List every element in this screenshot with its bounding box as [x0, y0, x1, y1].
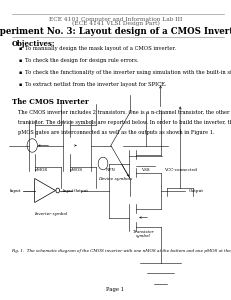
Text: (ECE 4141 VLSI Design Part): (ECE 4141 VLSI Design Part): [72, 21, 159, 26]
Text: ▪: ▪: [18, 46, 22, 51]
Text: Inverter symbol: Inverter symbol: [34, 212, 67, 215]
Text: VCC-connected: VCC-connected: [164, 168, 197, 172]
Text: To check the design for design rule errors.: To check the design for design rule erro…: [25, 58, 139, 63]
Text: Input: Input: [62, 188, 74, 193]
Text: To manually design the mask layout of a CMOS inverter.: To manually design the mask layout of a …: [25, 46, 176, 51]
Text: ▪: ▪: [18, 58, 22, 63]
Text: To extract netlist from the inverter layout for SPICE.: To extract netlist from the inverter lay…: [25, 82, 167, 87]
Text: VSS: VSS: [141, 168, 150, 172]
Text: To check the functionality of the inverter using simulation with the built-in si: To check the functionality of the invert…: [25, 70, 231, 75]
Text: nMOS: nMOS: [35, 168, 48, 172]
Text: ECE 4101 Computer and Information Lab III: ECE 4101 Computer and Information Lab II…: [49, 16, 182, 22]
Text: transistor. The device symbols are reported below. In order to build the inverte: transistor. The device symbols are repor…: [18, 120, 231, 125]
Text: ▪: ▪: [18, 70, 22, 75]
Text: Input: Input: [9, 188, 21, 193]
Text: Fig. 1.  The schematic diagram of the CMOS inverter with one nMOS at the bottom : Fig. 1. The schematic diagram of the CMO…: [12, 249, 231, 253]
Text: Transistor
symbol: Transistor symbol: [132, 230, 154, 238]
Text: Device symbols: Device symbols: [98, 177, 133, 181]
Text: Experiment No. 3: Layout design of a CMOS Inverter: Experiment No. 3: Layout design of a CMO…: [0, 27, 231, 36]
Text: Objectives:: Objectives:: [12, 40, 55, 48]
Text: NPN: NPN: [106, 168, 116, 172]
Text: ▪: ▪: [18, 82, 22, 87]
Text: pMOS: pMOS: [70, 168, 83, 172]
Text: The CMOS Inverter: The CMOS Inverter: [12, 98, 88, 106]
Text: Page 1: Page 1: [106, 287, 125, 292]
Text: pMOS gates are interconnected as well as the outputs as shown in Figure 1.: pMOS gates are interconnected as well as…: [18, 130, 215, 135]
Text: Output: Output: [188, 188, 203, 193]
Text: Output: Output: [74, 188, 89, 193]
Text: The CMOS inverter includes 2 transistors. One is a n-channel transistor, the oth: The CMOS inverter includes 2 transistors…: [18, 110, 231, 115]
